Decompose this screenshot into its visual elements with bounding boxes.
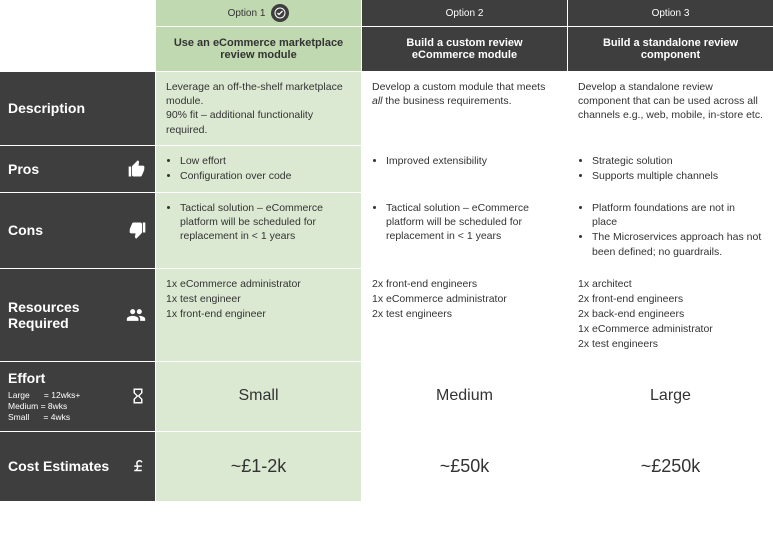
option-2-title: Build a custom review eCommerce module bbox=[361, 26, 567, 71]
row-label-effort: Effort Large = 12wks+ Medium = 8wks Smal… bbox=[0, 361, 155, 431]
row-label-description: Description bbox=[0, 71, 155, 145]
row-label-resources: Resources Required bbox=[0, 268, 155, 361]
header-corner bbox=[0, 0, 155, 26]
cost-opt1: ~£1-2k bbox=[155, 431, 361, 501]
people-icon bbox=[125, 305, 147, 325]
row-label-cons: Cons bbox=[0, 192, 155, 268]
thumbs-down-icon bbox=[127, 220, 147, 240]
description-opt3: Develop a standalone review component th… bbox=[567, 71, 773, 145]
cons-opt1: Tactical solution – eCommerce platform w… bbox=[155, 192, 361, 268]
effort-opt1: Small bbox=[155, 361, 361, 431]
cost-opt3: ~£250k bbox=[567, 431, 773, 501]
thumbs-up-icon bbox=[127, 159, 147, 179]
hourglass-icon bbox=[129, 386, 147, 406]
option-label-text: Option 1 bbox=[228, 8, 266, 19]
effort-opt3: Large bbox=[567, 361, 773, 431]
options-comparison-table: Option 1 Option 2 Option 3 Use an eComme… bbox=[0, 0, 773, 501]
pros-opt2: Improved extensibility bbox=[361, 145, 567, 192]
pound-icon bbox=[129, 455, 147, 477]
resources-opt3: 1x architect2x front-end engineers2x bac… bbox=[567, 268, 773, 361]
pros-opt1: Low effortConfiguration over code bbox=[155, 145, 361, 192]
description-opt2: Develop a custom module that meets all t… bbox=[361, 71, 567, 145]
option-3-title: Build a standalone review component bbox=[567, 26, 773, 71]
cost-opt2: ~£50k bbox=[361, 431, 567, 501]
header-corner-2 bbox=[0, 26, 155, 71]
recommended-badge-icon bbox=[271, 4, 289, 22]
option-2-label: Option 2 bbox=[361, 0, 567, 26]
row-label-cost: Cost Estimates bbox=[0, 431, 155, 501]
cons-opt2: Tactical solution – eCommerce platform w… bbox=[361, 192, 567, 268]
option-1-label: Option 1 bbox=[155, 0, 361, 26]
resources-opt2: 2x front-end engineers1x eCommerce admin… bbox=[361, 268, 567, 361]
option-1-title: Use an eCommerce marketplace review modu… bbox=[155, 26, 361, 71]
row-label-pros: Pros bbox=[0, 145, 155, 192]
effort-opt2: Medium bbox=[361, 361, 567, 431]
description-opt1: Leverage an off-the-shelf marketplace mo… bbox=[155, 71, 361, 145]
resources-opt1: 1x eCommerce administrator1x test engine… bbox=[155, 268, 361, 361]
option-3-label: Option 3 bbox=[567, 0, 773, 26]
pros-opt3: Strategic solutionSupports multiple chan… bbox=[567, 145, 773, 192]
cons-opt3: Platform foundations are not in placeThe… bbox=[567, 192, 773, 268]
